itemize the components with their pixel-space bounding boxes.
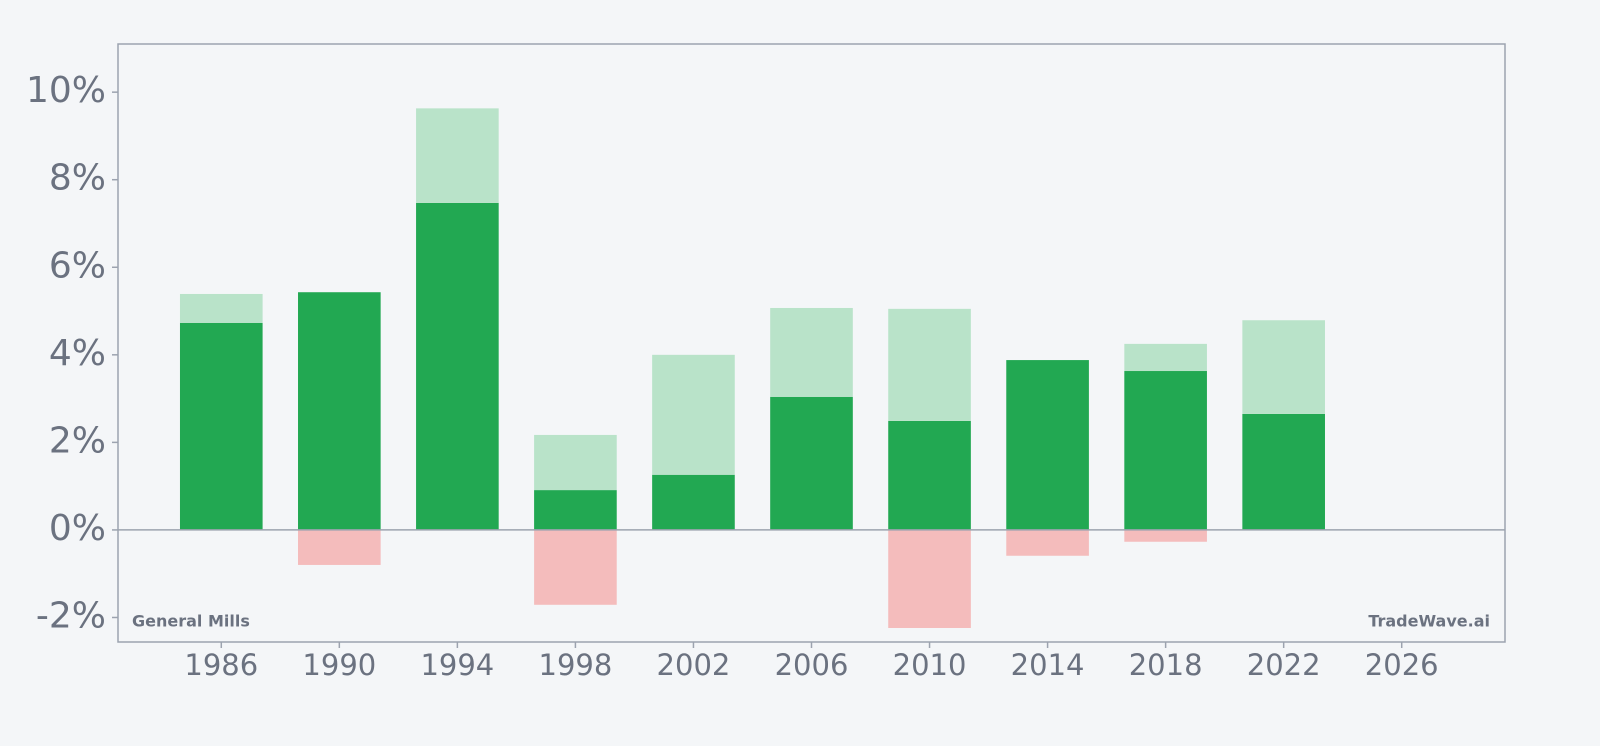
bar-segment — [888, 308, 971, 421]
x-tick-label: 2006 — [775, 648, 849, 682]
bar-segment — [1124, 529, 1207, 542]
bar-segment — [1242, 413, 1325, 530]
bar-segment — [888, 420, 971, 530]
bar-segment — [1006, 360, 1089, 530]
bar-segment — [416, 202, 499, 530]
x-tick-label: 2018 — [1129, 648, 1203, 682]
bar-segment — [770, 396, 853, 530]
bar-segment — [652, 474, 735, 530]
bar-segment — [179, 322, 263, 530]
annotation: TradeWave.ai — [1368, 612, 1490, 631]
annotation: General Mills — [132, 612, 250, 631]
y-tick-label: 6% — [49, 245, 106, 286]
x-tick-label: 2002 — [657, 648, 731, 682]
bar-segment — [534, 434, 617, 491]
x-tick-label: 2014 — [1011, 648, 1085, 682]
bar-segment — [1124, 343, 1207, 372]
bar-segment — [416, 108, 499, 203]
bar-segment — [298, 529, 381, 565]
x-tick-label: 2010 — [893, 648, 967, 682]
y-tick-label: 8% — [49, 158, 106, 199]
bar-segment — [1124, 371, 1207, 530]
bar-segment — [1006, 529, 1089, 556]
x-tick-label: 1998 — [539, 648, 613, 682]
bar-segment — [534, 529, 617, 605]
bar-segment — [534, 490, 617, 530]
bar-segment — [770, 307, 853, 397]
y-tick-label: -2% — [36, 595, 106, 636]
y-tick-label: 0% — [49, 508, 106, 549]
y-tick-label: 2% — [49, 420, 106, 461]
x-tick-label: 2022 — [1247, 648, 1321, 682]
x-tick-label: 1994 — [420, 648, 494, 682]
bar-segment — [298, 292, 381, 530]
bar-segment — [888, 529, 971, 628]
bars — [179, 108, 1325, 628]
y-tick-label: 10% — [26, 70, 106, 111]
bar-segment — [179, 293, 263, 323]
x-tick-label: 1990 — [302, 648, 376, 682]
bar-segment — [1242, 320, 1325, 414]
bar-segment — [652, 354, 735, 475]
x-tick-label: 1986 — [184, 648, 258, 682]
x-tick-label: 2026 — [1365, 648, 1439, 682]
y-tick-label: 4% — [49, 333, 106, 374]
